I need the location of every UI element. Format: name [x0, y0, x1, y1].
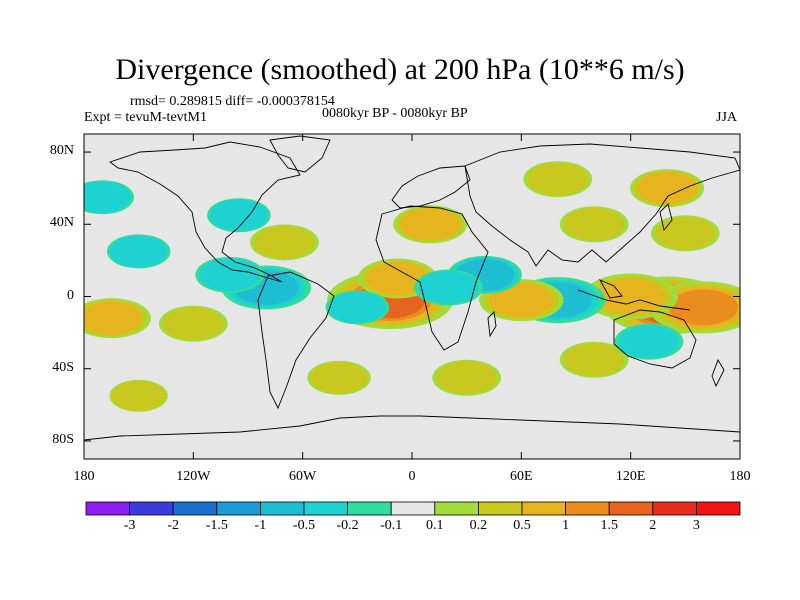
anomaly-field — [84, 161, 740, 412]
anomaly-contour — [84, 181, 131, 213]
coastlines — [84, 135, 740, 441]
x-tick-label: 60W — [289, 469, 317, 484]
colorbar-label: -1 — [254, 518, 267, 533]
anomaly-contour — [418, 271, 479, 304]
y-tick-label: 40N — [49, 215, 74, 231]
y-tick-label: 0 — [67, 287, 74, 303]
colorbar-label: 1 — [562, 518, 570, 533]
colorbar-swatch — [216, 501, 261, 516]
colorbar-swatch — [434, 501, 479, 516]
colorbar-swatch — [172, 501, 218, 516]
anomaly-contour — [596, 278, 665, 315]
colorbar-label: -3 — [123, 518, 136, 533]
colorbar-swatch — [477, 501, 523, 516]
x-tick-label: 120E — [615, 469, 646, 484]
anomaly-contour — [563, 343, 625, 377]
stats-line: rmsd= 0.289815 diff= -0.000378154 — [130, 94, 335, 109]
colorbar-swatch — [521, 501, 566, 516]
colorbar-swatch — [347, 501, 392, 516]
colorbar-swatch — [259, 501, 305, 516]
axis-ticks — [83, 134, 741, 459]
experiment-label: Expt = tevuM-tevtM1 — [84, 110, 207, 125]
anomaly-contour — [669, 289, 738, 326]
anomaly-contour — [199, 258, 261, 292]
colorbar-label: -2 — [167, 518, 180, 533]
anomaly-contour — [109, 235, 168, 268]
colorbar — [85, 501, 741, 516]
anomaly-contour — [310, 361, 368, 394]
colorbar-swatch — [608, 501, 654, 516]
colorbar-label: -1.5 — [205, 518, 228, 533]
colorbar-swatch — [129, 501, 174, 516]
x-tick-label: 120W — [176, 469, 211, 484]
anomaly-contour — [655, 216, 716, 250]
anomaly-contour — [163, 307, 224, 340]
x-tick-label: 60E — [510, 469, 533, 484]
x-tick-label: 180 — [729, 469, 751, 484]
colorbar-swatch — [390, 501, 436, 516]
chart-title: Divergence (smoothed) at 200 hPa (10**6 … — [115, 53, 685, 86]
colorbar-label: -0.5 — [292, 518, 316, 533]
colorbar-swatch — [652, 501, 697, 516]
anomaly-contour — [254, 225, 315, 259]
anomaly-contour — [618, 325, 680, 359]
anomaly-contour — [366, 261, 429, 296]
colorbar-label: 3 — [692, 518, 700, 533]
anomaly-contour — [436, 361, 497, 395]
season-label: JJA — [716, 110, 738, 125]
x-tick-label: 0 — [408, 469, 416, 484]
anomaly-contour — [563, 207, 625, 241]
anomaly-contour — [210, 199, 268, 232]
colorbar-label: 0.5 — [513, 518, 531, 533]
colorbar-swatch — [303, 501, 348, 516]
anomaly-contour — [328, 291, 387, 324]
x-tick-label: 180 — [73, 469, 95, 484]
y-tick-label: 40S — [52, 359, 74, 375]
y-tick-label: 80S — [52, 431, 74, 447]
anomaly-contour — [111, 380, 166, 412]
colorbar-label: -0.2 — [336, 518, 359, 533]
colorbar-label: 1.5 — [600, 518, 618, 533]
colorbar-label: -0.1 — [380, 518, 403, 533]
colorbar-swatch — [85, 501, 130, 516]
y-tick-label: 80N — [49, 143, 74, 159]
anomaly-contour — [84, 301, 143, 335]
anomaly-contour — [637, 172, 697, 205]
colorbar-label: 0.1 — [426, 518, 444, 533]
colorbar-label: 0.2 — [469, 518, 488, 533]
colorbar-swatch — [696, 501, 741, 516]
colorbar-label: 2 — [649, 518, 657, 533]
period-label: 0080kyr BP - 0080kyr BP — [322, 106, 468, 121]
anomaly-contour — [400, 208, 460, 241]
anomaly-contour — [489, 283, 554, 318]
anomaly-contour — [527, 162, 589, 196]
colorbar-swatch — [565, 501, 610, 516]
